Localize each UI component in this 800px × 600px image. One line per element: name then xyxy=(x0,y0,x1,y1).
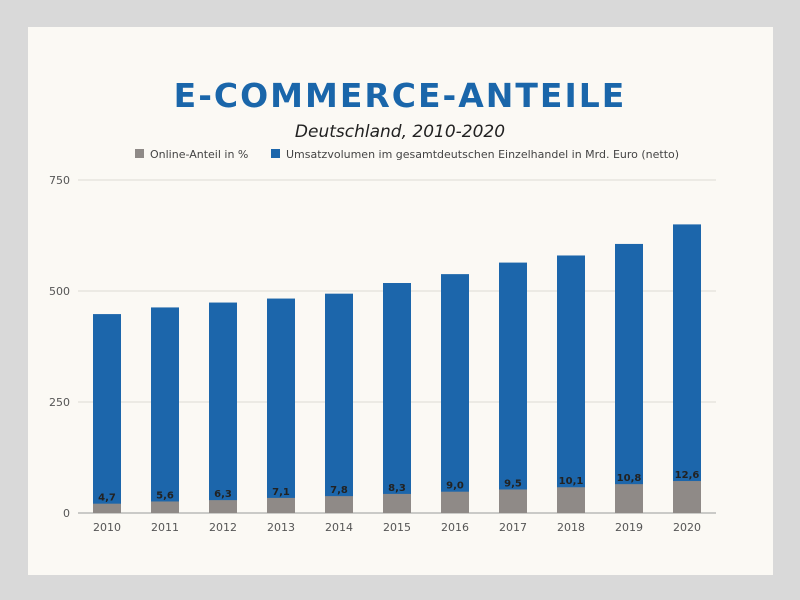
legend: Online-Anteil in % Umsatzvolumen im gesa… xyxy=(135,148,679,161)
bar-online xyxy=(267,497,295,513)
bar-umsatz xyxy=(209,302,237,513)
legend-swatch-umsatz xyxy=(271,149,280,158)
data-label-online: 9,0 xyxy=(446,481,464,492)
bars: 4,7 5,6 6,3 7,1 7,8 8,3 9,0 9,5 10,1 10,8 12,6 xyxy=(93,224,701,514)
x-tick-label: 2013 xyxy=(267,521,295,534)
bar-umsatz xyxy=(557,255,585,514)
x-tick-label: 2014 xyxy=(325,521,353,534)
data-label-online: 6,3 xyxy=(214,489,232,500)
data-label-online: 10,8 xyxy=(617,473,642,484)
x-tick-label: 2011 xyxy=(151,521,179,534)
y-tick-label: 750 xyxy=(49,174,70,187)
bar-online xyxy=(615,484,643,513)
bar-online xyxy=(209,500,237,513)
bar-umsatz xyxy=(267,298,295,513)
chart-subtitle: Deutschland, 2010-2020 xyxy=(294,122,506,142)
bar-online xyxy=(151,501,179,513)
y-tick-label: 500 xyxy=(49,285,70,298)
legend-label-online: Online-Anteil in % xyxy=(150,148,248,161)
bar-umsatz xyxy=(441,274,469,513)
legend-swatch-online xyxy=(135,149,144,158)
bar-online xyxy=(557,487,585,513)
data-label-online: 10,1 xyxy=(559,476,584,487)
bar-umsatz xyxy=(615,243,643,513)
data-label-online: 7,8 xyxy=(330,485,348,496)
bar-online xyxy=(383,493,411,513)
data-label-online: 12,6 xyxy=(675,470,700,481)
bar-umsatz xyxy=(673,224,701,513)
legend-label-umsatz: Umsatzvolumen im gesamtdeutschen Einzelh… xyxy=(286,148,679,161)
data-label-online: 7,1 xyxy=(272,487,290,498)
x-tick-label: 2018 xyxy=(557,521,585,534)
y-axis-ticks: 0 250 500 750 xyxy=(49,174,70,520)
data-label-online: 9,5 xyxy=(504,478,522,489)
x-tick-label: 2010 xyxy=(93,521,121,534)
data-label-online: 5,6 xyxy=(156,490,174,501)
bar-online xyxy=(93,503,121,513)
data-label-online: 8,3 xyxy=(388,483,406,494)
x-axis-ticks: 2010 2011 2012 2013 2014 2015 2016 2017 2018 2019… xyxy=(93,521,701,534)
bar-umsatz xyxy=(383,283,411,513)
chart-title: E-COMMERCE-ANTEILE xyxy=(173,76,627,115)
x-tick-label: 2016 xyxy=(441,521,469,534)
x-tick-label: 2015 xyxy=(383,521,411,534)
bar-umsatz xyxy=(499,262,527,513)
x-tick-label: 2017 xyxy=(499,521,527,534)
x-tick-label: 2012 xyxy=(209,521,237,534)
x-tick-label: 2019 xyxy=(615,521,643,534)
x-tick-label: 2020 xyxy=(673,521,701,534)
y-tick-label: 250 xyxy=(49,396,70,409)
bar-online xyxy=(325,496,353,513)
bar-umsatz xyxy=(325,293,353,513)
bar-online xyxy=(673,481,701,513)
bar-umsatz xyxy=(151,307,179,513)
bar-online xyxy=(499,489,527,513)
data-label-online: 4,7 xyxy=(98,493,116,504)
bar-online xyxy=(441,491,469,513)
bar-umsatz xyxy=(93,314,121,513)
y-tick-label: 0 xyxy=(63,507,70,520)
